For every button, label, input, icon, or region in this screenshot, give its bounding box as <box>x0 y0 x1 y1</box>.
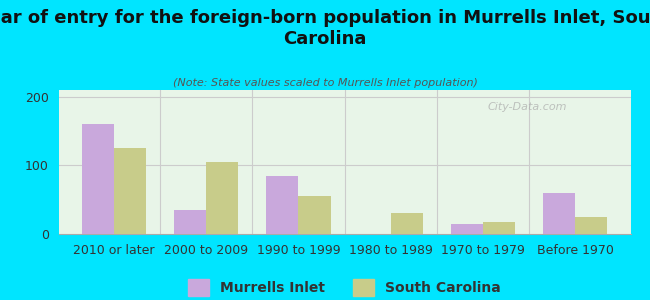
Bar <box>575 217 608 234</box>
Bar <box>266 176 298 234</box>
Text: (Note: State values scaled to Murrells Inlet population): (Note: State values scaled to Murrells I… <box>172 78 478 88</box>
Bar <box>206 162 239 234</box>
Text: City-Data.com: City-Data.com <box>488 102 567 112</box>
Bar <box>174 210 206 234</box>
Bar <box>483 222 515 234</box>
Bar <box>450 224 483 234</box>
Bar <box>114 148 146 234</box>
Bar <box>298 196 331 234</box>
Legend: Murrells Inlet, South Carolina: Murrells Inlet, South Carolina <box>183 274 506 300</box>
Text: Year of entry for the foreign-born population in Murrells Inlet, South
Carolina: Year of entry for the foreign-born popul… <box>0 9 650 48</box>
Bar <box>543 193 575 234</box>
Bar <box>391 213 423 234</box>
Bar <box>81 124 114 234</box>
